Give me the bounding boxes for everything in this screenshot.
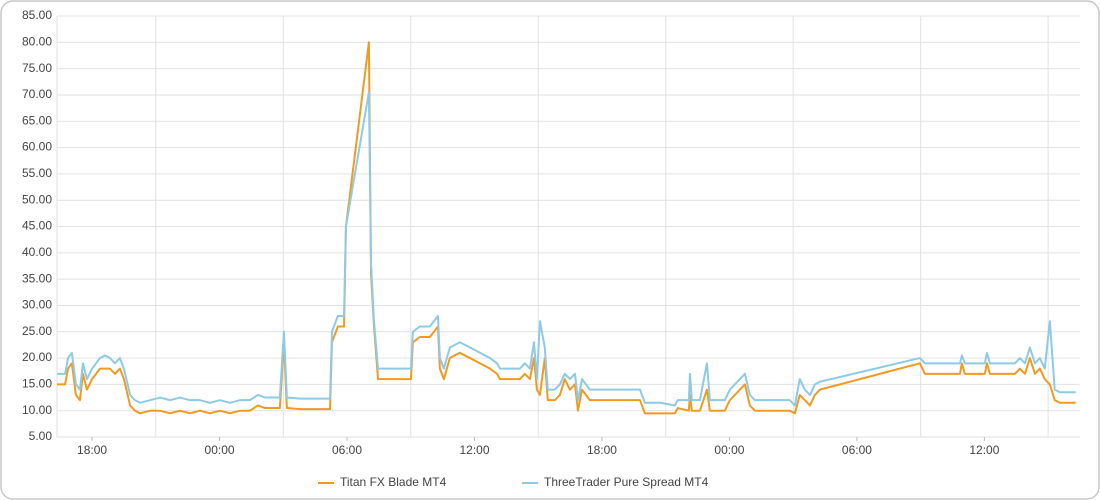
y-tick-label: 25.00 bbox=[22, 324, 52, 338]
y-tick-label: 5.00 bbox=[29, 429, 53, 443]
y-tick-label: 65.00 bbox=[22, 113, 52, 127]
x-tick-label: 00:00 bbox=[205, 443, 235, 457]
y-tick-label: 35.00 bbox=[22, 271, 52, 285]
y-tick-label: 75.00 bbox=[22, 61, 52, 75]
y-tick-label: 70.00 bbox=[22, 87, 52, 101]
y-tick-label: 30.00 bbox=[22, 298, 52, 312]
y-tick-label: 85.00 bbox=[22, 8, 52, 22]
y-tick-label: 15.00 bbox=[22, 377, 52, 391]
series-line bbox=[57, 41, 1076, 415]
series-line bbox=[57, 91, 1076, 407]
y-tick-label: 45.00 bbox=[22, 219, 52, 233]
y-tick-label: 60.00 bbox=[22, 140, 52, 154]
y-tick-label: 80.00 bbox=[22, 34, 52, 48]
legend-label: Titan FX Blade MT4 bbox=[340, 475, 447, 489]
y-tick-label: 50.00 bbox=[22, 192, 52, 206]
y-tick-label: 10.00 bbox=[22, 403, 52, 417]
legend-label: ThreeTrader Pure Spread MT4 bbox=[544, 475, 709, 489]
x-tick-label: 00:00 bbox=[714, 443, 744, 457]
y-tick-label: 55.00 bbox=[22, 166, 52, 180]
x-tick-label: 06:00 bbox=[332, 443, 362, 457]
x-tick-label: 12:00 bbox=[969, 443, 999, 457]
x-tick-label: 06:00 bbox=[842, 443, 872, 457]
y-tick-label: 40.00 bbox=[22, 245, 52, 259]
x-tick-label: 12:00 bbox=[459, 443, 489, 457]
y-tick-label: 20.00 bbox=[22, 350, 52, 364]
x-tick-label: 18:00 bbox=[77, 443, 107, 457]
x-tick-label: 18:00 bbox=[587, 443, 617, 457]
